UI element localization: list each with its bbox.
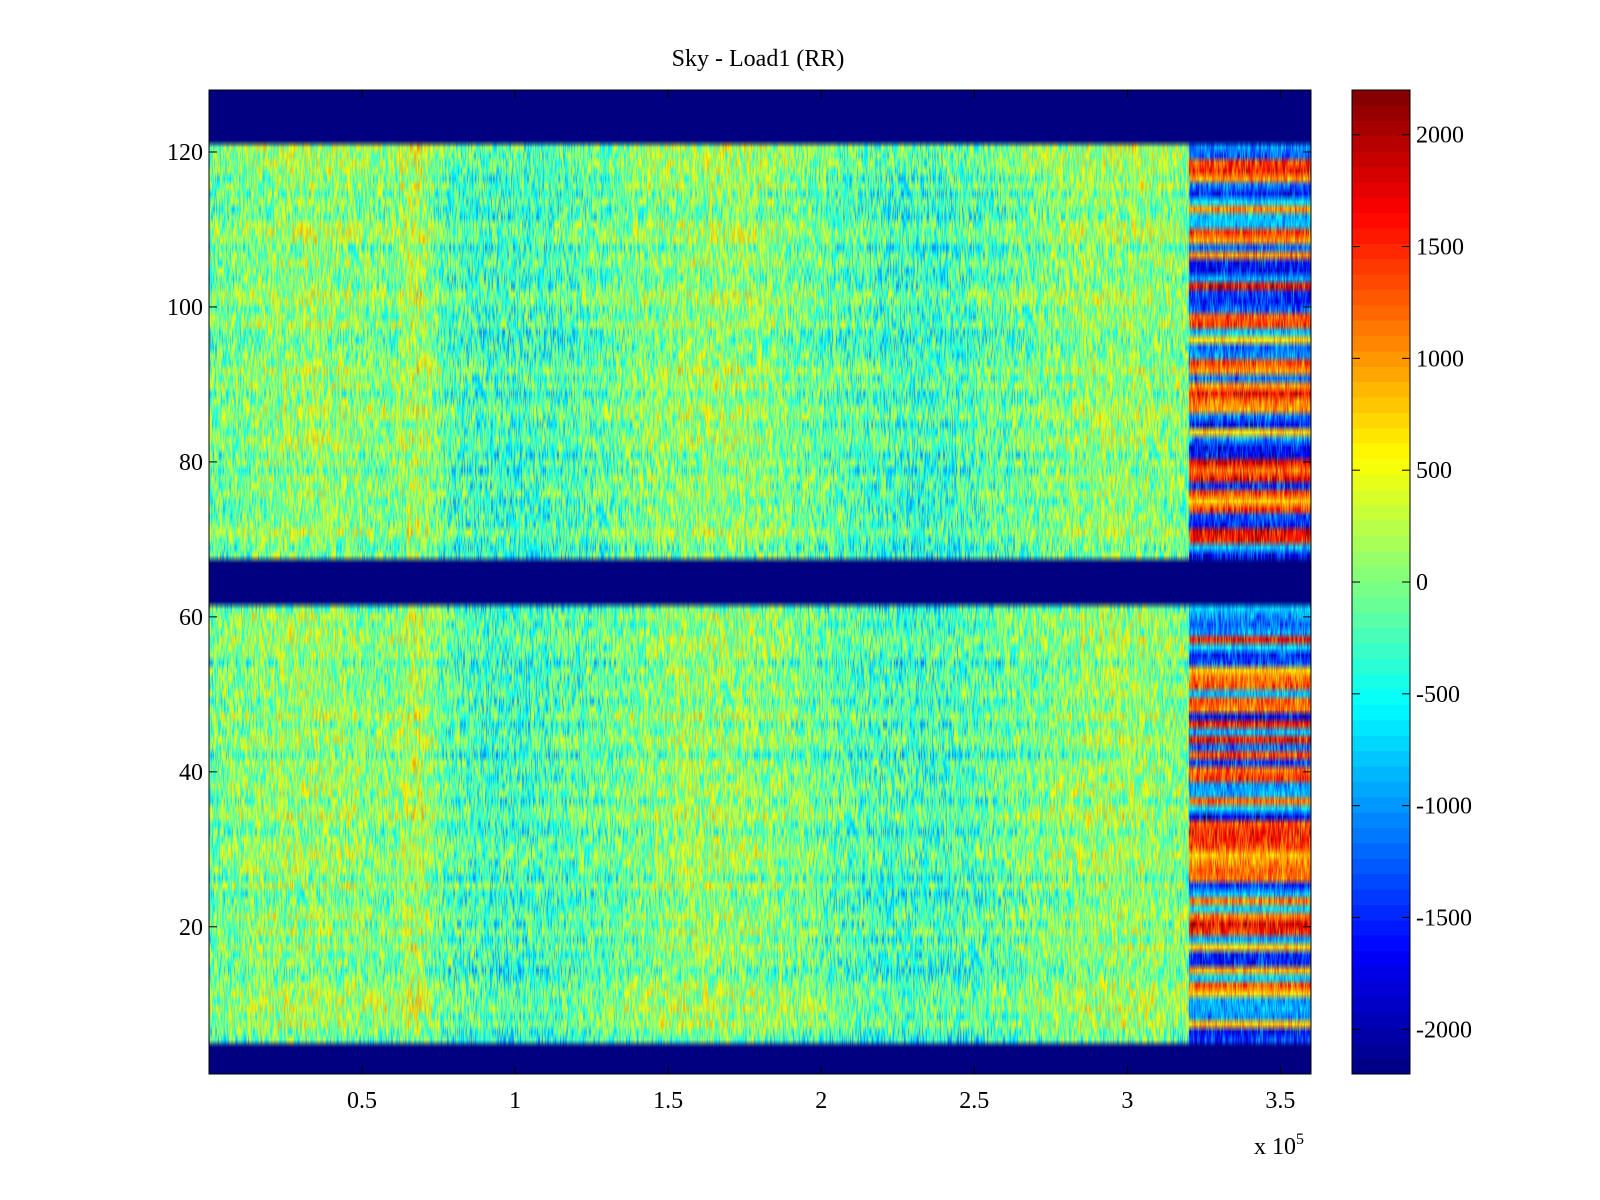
- chart-title: Sky - Load1 (RR): [672, 46, 845, 72]
- y-tick-label-5: 120: [167, 140, 203, 166]
- y-tick-label-0: 20: [179, 915, 203, 941]
- colorbar-tick-label-1: 1500: [1416, 235, 1464, 261]
- x-axis-multiplier-base: x 10: [1254, 1134, 1296, 1160]
- plot-frame: [208, 89, 1312, 1075]
- x-tick-label-2: 1.5: [653, 1088, 683, 1114]
- x-tick-label-5: 3: [1121, 1088, 1133, 1114]
- x-tick-label-6: 3.5: [1265, 1088, 1295, 1114]
- heatmap-plot-area: [208, 89, 1312, 1075]
- colorbar: 2000 1500 1000 500 0 -500 -1000 -1500 -2000: [1351, 89, 1472, 1075]
- x-tick-label-1: 1: [509, 1088, 521, 1114]
- y-tick-label-3: 80: [179, 450, 203, 476]
- y-axis-ticks: 20 40 60 80 100 120: [167, 140, 1311, 941]
- heatmap-image: [209, 90, 1311, 1074]
- y-tick-label-2: 60: [179, 605, 203, 631]
- colorbar-tick-label-2: 1000: [1416, 346, 1464, 372]
- x-tick-label-0: 0.5: [347, 1088, 377, 1114]
- colorbar-tick-label-0: 2000: [1416, 123, 1464, 149]
- colorbar-gradient: [1352, 90, 1410, 1074]
- colorbar-tick-label-7: -1500: [1416, 905, 1472, 931]
- colorbar-tick-label-4: 0: [1416, 570, 1428, 596]
- x-axis-multiplier-exponent: 5: [1296, 1131, 1304, 1148]
- colorbar-tick-label-8: -2000: [1416, 1017, 1472, 1043]
- x-tick-label-4: 2.5: [959, 1088, 989, 1114]
- colorbar-tick-label-6: -1000: [1416, 794, 1472, 820]
- x-axis-multiplier: x 105: [1254, 1131, 1304, 1160]
- x-axis-ticks: 0.5 1 1.5 2 2.5 3 3.5: [347, 90, 1295, 1114]
- colorbar-tick-label-5: -500: [1416, 682, 1460, 708]
- x-tick-label-3: 2: [815, 1088, 827, 1114]
- colorbar-tick-label-3: 500: [1416, 458, 1452, 484]
- y-tick-label-4: 100: [167, 295, 203, 321]
- colorbar-ticks: 2000 1500 1000 500 0 -500 -1000 -1500 -2000: [1352, 123, 1472, 1043]
- y-tick-label-1: 40: [179, 760, 203, 786]
